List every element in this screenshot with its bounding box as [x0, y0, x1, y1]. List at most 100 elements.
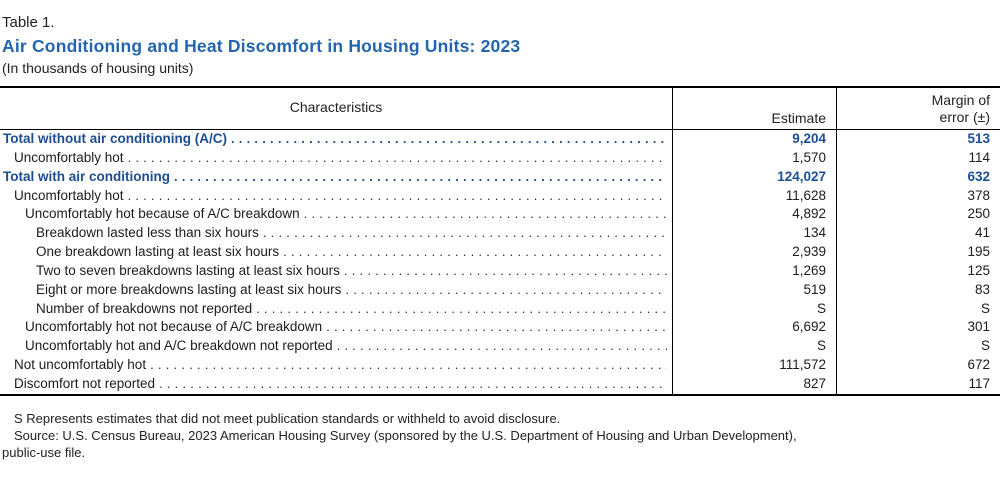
column-header-margin-of-error: Margin of error (±) [836, 88, 1000, 129]
s-footnote: S Represents estimates that did not meet… [14, 410, 561, 426]
estimate-value: 124,027 [672, 167, 836, 187]
margin-of-error-value: S [836, 299, 1000, 319]
row-label-cell: Total without air conditioning (A/C)....… [0, 130, 672, 149]
moe-header-line1: Margin of [931, 92, 990, 108]
estimate-value: 11,628 [672, 186, 836, 206]
table-row: One breakdown lasting at least six hours… [0, 243, 1000, 262]
margin-of-error-value: 632 [836, 167, 1000, 187]
table-body: Total without air conditioning (A/C)....… [0, 130, 1000, 394]
row-label: Breakdown lasted less than six hours [36, 225, 259, 241]
column-header-characteristics: Characteristics [289, 98, 383, 115]
column-header-estimate: Estimate [672, 88, 836, 129]
margin-of-error-value: 125 [836, 261, 1000, 281]
dot-leader: ........................................… [303, 206, 667, 222]
margin-of-error-value: 513 [836, 130, 1000, 149]
row-label-cell: Number of breakdowns not reported.......… [0, 300, 672, 319]
estimate-value: S [672, 299, 836, 319]
row-label: Number of breakdowns not reported [36, 300, 253, 316]
margin-of-error-value: 114 [836, 148, 1000, 168]
row-label-cell: Discomfort not reported.................… [0, 375, 672, 394]
margin-of-error-value: 672 [836, 356, 1000, 375]
margin-of-error-value: 378 [836, 186, 1000, 206]
margin-of-error-value: 41 [836, 224, 1000, 244]
table-row: Uncomfortably hot.......................… [0, 186, 1000, 206]
row-label-cell: One breakdown lasting at least six hours… [0, 243, 672, 262]
row-label-cell: Two to seven breakdowns lasting at least… [0, 262, 672, 281]
row-label-cell: Uncomfortably hot.......................… [0, 187, 672, 206]
table-row: Total without air conditioning (A/C)....… [0, 130, 1000, 149]
data-table: Characteristics Estimate Margin of error… [0, 86, 1000, 396]
dot-leader: ........................................… [256, 300, 667, 316]
estimate-value: 134 [672, 224, 836, 244]
table-number: Table 1. [2, 14, 55, 31]
margin-of-error-value: 117 [836, 374, 1000, 394]
estimate-value: 1,570 [672, 148, 836, 168]
estimate-value: 6,692 [672, 318, 836, 338]
row-label: Total with air conditioning [3, 168, 170, 184]
estimate-value: 519 [672, 280, 836, 300]
page-subtitle: (In thousands of housing units) [2, 60, 194, 76]
source-footnote-line1: Source: U.S. Census Bureau, 2023 America… [14, 428, 797, 444]
row-label: Uncomfortably hot because of A/C breakdo… [25, 206, 300, 222]
table-row: Uncomfortably hot and A/C breakdown not … [0, 337, 1000, 357]
table-header-row: Characteristics Estimate Margin of error… [0, 88, 1000, 130]
footnotes: S Represents estimates that did not meet… [0, 396, 1000, 462]
table-row: Eight or more breakdowns lasting at leas… [0, 280, 1000, 300]
margin-of-error-value: 301 [836, 318, 1000, 338]
row-label-cell: Breakdown lasted less than six hours....… [0, 224, 672, 243]
estimate-value: S [672, 337, 836, 357]
table-row: Two to seven breakdowns lasting at least… [0, 261, 1000, 281]
dot-leader: ........................................… [173, 168, 667, 184]
margin-of-error-value: 195 [836, 243, 1000, 262]
dot-leader: ........................................… [127, 187, 667, 203]
row-label: Two to seven breakdowns lasting at least… [36, 262, 340, 278]
margin-of-error-value: 83 [836, 280, 1000, 300]
dot-leader: ........................................… [150, 357, 667, 373]
row-label: Uncomfortably hot not because of A/C bre… [25, 319, 323, 335]
moe-header-line2: error (±) [939, 109, 990, 125]
row-label: Not uncomfortably hot [14, 357, 147, 373]
title-block: Table 1. Air Conditioning and Heat Disco… [0, 0, 1000, 77]
page-title: Air Conditioning and Heat Discomfort in … [2, 36, 521, 56]
dot-leader: ........................................… [283, 244, 667, 260]
estimate-value: 827 [672, 374, 836, 394]
table-row: Uncomfortably hot not because of A/C bre… [0, 318, 1000, 338]
row-label: Eight or more breakdowns lasting at leas… [36, 281, 342, 297]
row-label-cell: Uncomfortably hot.......................… [0, 149, 672, 168]
row-label: Uncomfortably hot [14, 187, 124, 203]
row-label: One breakdown lasting at least six hours [36, 244, 280, 260]
estimate-value: 2,939 [672, 243, 836, 262]
margin-of-error-value: S [836, 337, 1000, 357]
estimate-value: 1,269 [672, 261, 836, 281]
row-label-cell: Uncomfortably hot not because of A/C bre… [0, 318, 672, 337]
dot-leader: ........................................… [336, 338, 667, 354]
dot-leader: ........................................… [262, 225, 667, 241]
table-row: Discomfort not reported.................… [0, 374, 1000, 394]
row-label-cell: Total with air conditioning.............… [0, 168, 672, 187]
row-label: Uncomfortably hot and A/C breakdown not … [25, 338, 333, 354]
estimate-value: 9,204 [672, 130, 836, 149]
row-label: Uncomfortably hot [14, 149, 124, 165]
margin-of-error-value: 250 [836, 205, 1000, 225]
dot-leader: ........................................… [345, 281, 667, 297]
table-row: Uncomfortably hot.......................… [0, 148, 1000, 168]
estimate-value: 111,572 [672, 356, 836, 375]
dot-leader: ........................................… [159, 375, 667, 391]
dot-leader: ........................................… [326, 319, 667, 335]
table-row: Not uncomfortably hot...................… [0, 356, 1000, 375]
row-label-cell: Uncomfortably hot because of A/C breakdo… [0, 205, 672, 224]
source-footnote-line2: public-use file. [2, 445, 86, 461]
dot-leader: ........................................… [343, 262, 667, 278]
row-label-cell: Uncomfortably hot and A/C breakdown not … [0, 337, 672, 356]
table-row: Number of breakdowns not reported.......… [0, 299, 1000, 319]
table-row: Uncomfortably hot because of A/C breakdo… [0, 205, 1000, 225]
row-label: Discomfort not reported [14, 375, 156, 391]
row-label-cell: Eight or more breakdowns lasting at leas… [0, 281, 672, 300]
dot-leader: ........................................… [230, 131, 667, 146]
estimate-value: 4,892 [672, 205, 836, 225]
table-row: Total with air conditioning.............… [0, 167, 1000, 187]
row-label-cell: Not uncomfortably hot...................… [0, 356, 672, 375]
dot-leader: ........................................… [127, 149, 667, 165]
table-row: Breakdown lasted less than six hours....… [0, 224, 1000, 244]
row-label: Total without air conditioning (A/C) [3, 131, 227, 146]
